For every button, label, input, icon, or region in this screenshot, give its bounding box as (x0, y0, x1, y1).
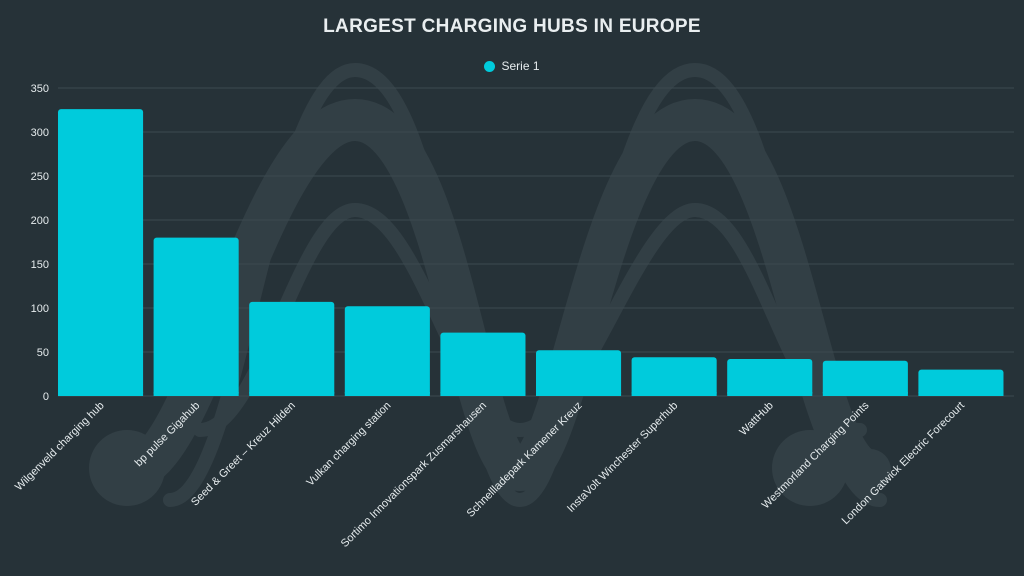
y-tick-label: 200 (31, 215, 49, 227)
bar-base (58, 392, 144, 396)
y-tick-label: 100 (31, 303, 49, 315)
bar (344, 306, 430, 396)
y-tick-label: 250 (31, 171, 49, 183)
bar-base (344, 392, 430, 396)
background-watermark (89, 62, 891, 508)
y-tick-label: 0 (43, 391, 49, 403)
chart-title: LARGEST CHARGING HUBS IN EUROPE (323, 16, 701, 37)
watermark-stroke-2 (193, 202, 867, 438)
bar-base (440, 392, 526, 396)
bar (536, 350, 622, 396)
bar (249, 301, 335, 396)
y-tick-label: 150 (31, 259, 49, 271)
watermark-stroke-0 (109, 98, 891, 492)
bar (822, 360, 908, 396)
bar-base (153, 392, 239, 396)
x-tick-label: WattHub (737, 400, 775, 438)
bar (440, 332, 526, 396)
bar (727, 359, 813, 396)
legend-label: Serie 1 (501, 59, 540, 73)
legend-swatch (484, 60, 496, 72)
watermark-dot-right (772, 430, 848, 506)
legend: Serie 1 (0, 59, 1024, 73)
bar-base (249, 392, 335, 396)
watermark-dot-left (89, 430, 165, 506)
bar (58, 109, 144, 397)
watermark-stroke-1 (163, 62, 887, 508)
bar-base (727, 392, 813, 396)
y-axis: 0 50 100 150 200 250 300 350 (31, 83, 49, 403)
bar (918, 369, 1004, 396)
bar-base (918, 392, 1004, 396)
y-tick-label: 50 (37, 347, 49, 359)
bar-base (631, 392, 717, 396)
bar (153, 237, 239, 396)
bars (58, 109, 1004, 397)
x-tick-label: InstaVolt Winchester Superhub (565, 400, 680, 515)
bar (631, 357, 717, 396)
y-tick-label: 350 (31, 83, 49, 95)
y-tick-label: 300 (31, 127, 49, 139)
bar-base (536, 392, 622, 396)
bar-base (822, 392, 908, 396)
x-tick-label: Vulkan charging station (304, 400, 393, 489)
